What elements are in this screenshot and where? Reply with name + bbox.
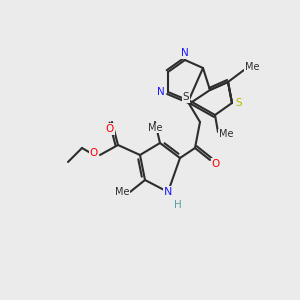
Text: N: N: [164, 187, 172, 197]
Text: N: N: [181, 48, 189, 58]
Text: O: O: [106, 124, 114, 134]
Text: H: H: [174, 200, 182, 210]
Text: S: S: [236, 98, 242, 108]
Text: Me: Me: [148, 123, 162, 133]
Text: O: O: [90, 148, 98, 158]
Text: S: S: [183, 92, 189, 102]
Text: Me: Me: [245, 62, 259, 72]
Text: N: N: [157, 87, 165, 97]
Text: Me: Me: [219, 129, 233, 139]
Text: Me: Me: [115, 187, 129, 197]
Text: O: O: [212, 159, 220, 169]
